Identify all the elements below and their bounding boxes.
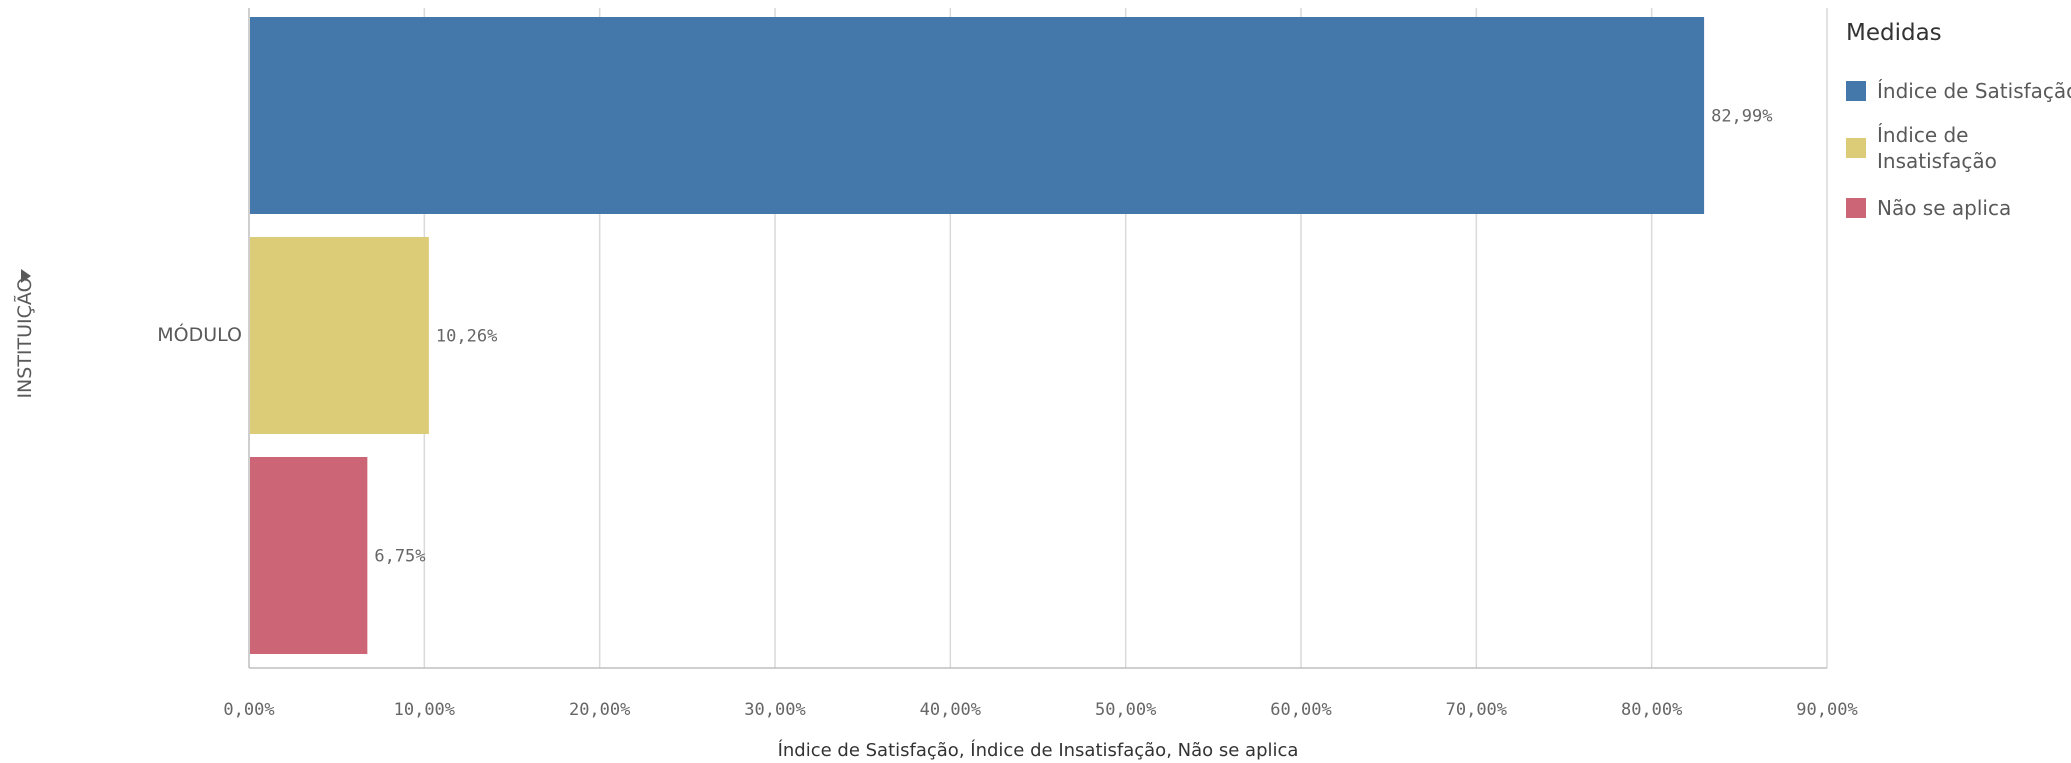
bar[interactable] [250, 17, 1705, 214]
x-tick-label: 70,00% [1446, 700, 1507, 720]
bar[interactable] [250, 457, 368, 654]
legend-label[interactable]: Insatisfação [1877, 149, 1997, 173]
dimension-selector[interactable]: INSTITUIÇÃO [13, 269, 36, 399]
x-tick-label: 50,00% [1095, 700, 1156, 720]
x-tick-label: 80,00% [1621, 700, 1682, 720]
x-tick-label: 60,00% [1270, 700, 1331, 720]
legend-label[interactable]: Índice de Satisfação [1877, 79, 2071, 103]
category-label: MÓDULO [157, 322, 242, 346]
legend-swatch[interactable] [1846, 138, 1866, 158]
category-labels: MÓDULO [157, 322, 242, 346]
bars [250, 17, 1705, 654]
x-tick-label: 0,00% [223, 700, 274, 720]
axes [248, 8, 1827, 669]
legend-swatch[interactable] [1846, 81, 1866, 101]
x-tick-label: 40,00% [920, 700, 981, 720]
legend-label[interactable]: Índice de [1877, 123, 1968, 147]
data-label: 82,99% [1711, 107, 1772, 127]
x-tick-labels: 0,00% 10,00% 20,00% 30,00% 40,00% 50,00% 60,00… [223, 700, 1857, 720]
x-axis-label: Índice de Satisfação, Índice de Insatisf… [778, 739, 1299, 761]
legend-label[interactable]: Não se aplica [1877, 196, 2011, 220]
caret-right-icon[interactable] [21, 269, 31, 283]
data-label: 6,75% [374, 547, 425, 567]
x-tick-label: 30,00% [744, 700, 805, 720]
data-labels: 82,99% 10,26% 6,75% [374, 107, 1772, 567]
legend-title: Medidas [1846, 20, 1942, 46]
bar[interactable] [250, 237, 429, 434]
legend-swatch[interactable] [1846, 198, 1866, 218]
x-tick-label: 10,00% [394, 700, 455, 720]
x-tick-label: 90,00% [1796, 700, 1857, 720]
legend: Medidas Índice de Satisfação Índice deIns… [1846, 20, 2071, 220]
x-tick-label: 20,00% [569, 700, 630, 720]
data-label: 10,26% [436, 327, 497, 347]
dimension-label[interactable]: INSTITUIÇÃO [13, 277, 36, 398]
